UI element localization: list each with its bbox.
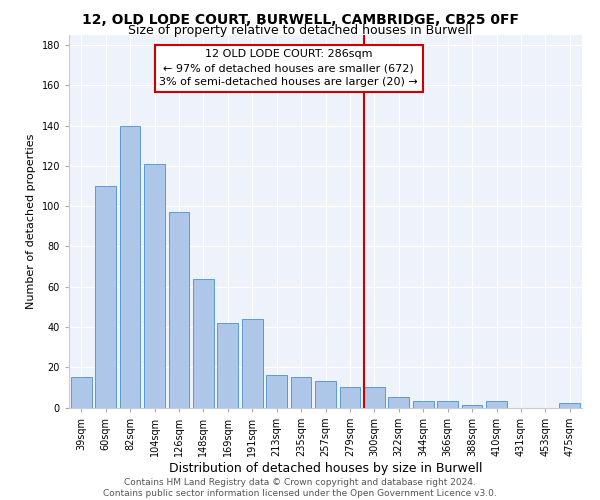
Bar (242, 319, 263, 408)
Text: 12, OLD LODE COURT, BURWELL, CAMBRIDGE, CB25 0FF: 12, OLD LODE COURT, BURWELL, CAMBRIDGE, … (82, 12, 518, 26)
Bar (217, 323, 238, 407)
Bar (266, 376, 287, 408)
Bar (169, 212, 190, 408)
Bar (364, 388, 385, 407)
Bar (340, 388, 361, 407)
Bar (388, 398, 409, 407)
Text: Size of property relative to detached houses in Burwell: Size of property relative to detached ho… (128, 24, 472, 37)
Bar (437, 402, 458, 407)
X-axis label: Distribution of detached houses by size in Burwell: Distribution of detached houses by size … (169, 462, 482, 474)
Bar (486, 402, 507, 407)
Bar (290, 378, 311, 408)
Text: 12 OLD LODE COURT: 286sqm
← 97% of detached houses are smaller (672)
3% of semi-: 12 OLD LODE COURT: 286sqm ← 97% of detac… (160, 49, 418, 87)
Bar (71, 378, 92, 408)
Bar (193, 278, 214, 407)
Bar (559, 404, 580, 407)
Bar (144, 164, 165, 408)
Text: Contains HM Land Registry data © Crown copyright and database right 2024.
Contai: Contains HM Land Registry data © Crown c… (103, 478, 497, 498)
Bar (119, 126, 140, 408)
Bar (461, 406, 482, 407)
Bar (413, 402, 434, 407)
Bar (95, 186, 116, 408)
Bar (315, 382, 336, 407)
Y-axis label: Number of detached properties: Number of detached properties (26, 134, 36, 309)
